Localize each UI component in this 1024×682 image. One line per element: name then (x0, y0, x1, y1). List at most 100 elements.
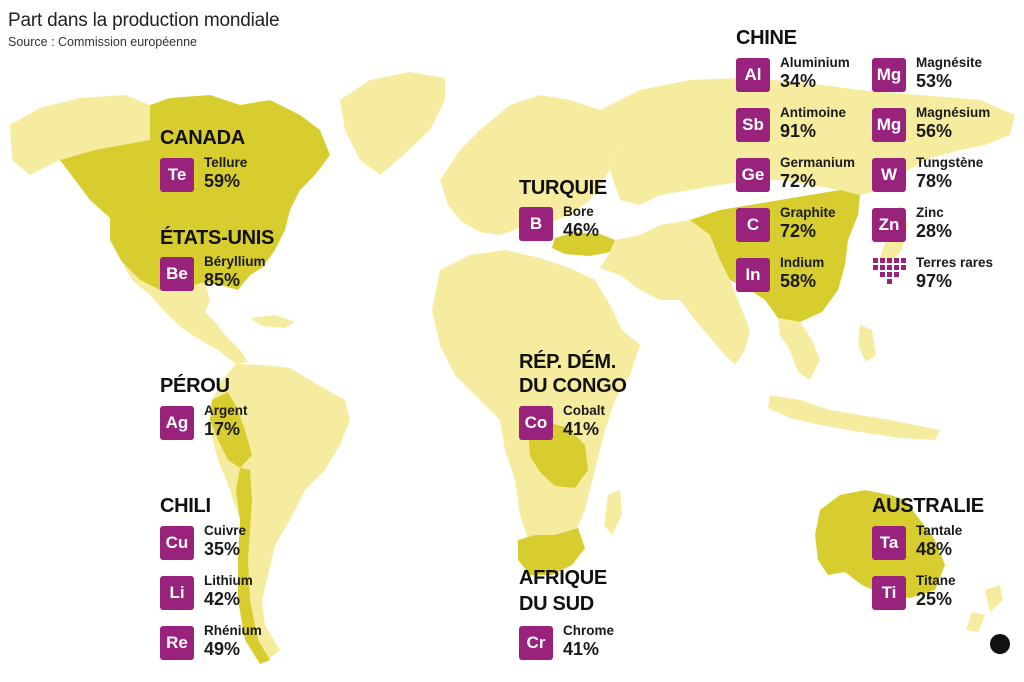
country-label-drc-line1: RÉP. DÉM. (519, 351, 616, 373)
element-name: Béryllium (204, 254, 266, 269)
element-symbol: Te (160, 158, 194, 192)
element-percent: 58% (780, 271, 817, 291)
element-card-al: Al Aluminium 34% (736, 55, 866, 92)
element-card-cr: Cr Chrome 41% (519, 623, 649, 660)
new-zealand (966, 585, 1003, 632)
element-name: Antimoine (780, 105, 846, 120)
element-percent: 59% (204, 171, 241, 191)
element-name: Germanium (780, 155, 856, 170)
element-name: Lithium (204, 573, 253, 588)
turkey-land (552, 232, 615, 256)
element-symbol: Cu (160, 526, 194, 560)
element-symbol: Li (160, 576, 194, 610)
element-symbol: Mg (872, 108, 906, 142)
philippines (858, 325, 876, 362)
element-percent: 72% (780, 221, 817, 241)
element-card-mg-magnesium: Mg Magnésium 56% (872, 105, 1002, 142)
element-symbol: Cr (519, 626, 553, 660)
madagascar (604, 490, 622, 535)
middle-east-asia (600, 220, 750, 365)
element-percent: 48% (916, 539, 953, 559)
element-symbol: Ge (736, 158, 770, 192)
caribbean (250, 315, 295, 328)
element-name: Magnésium (916, 105, 991, 120)
element-percent: 25% (916, 589, 953, 609)
africa (432, 250, 640, 560)
element-percent: 72% (780, 171, 817, 191)
element-name: Cuivre (204, 523, 247, 538)
element-card-in: In Indium 58% (736, 255, 866, 292)
element-percent: 28% (916, 221, 953, 241)
element-name: Terres rares (916, 255, 994, 270)
element-symbol: Ta (872, 526, 906, 560)
element-card-c: C Graphite 72% (736, 205, 866, 242)
element-card-ta: Ta Tantale 48% (872, 523, 1002, 560)
element-symbol: Al (736, 58, 770, 92)
element-symbol: C (736, 208, 770, 242)
element-percent: 41% (563, 639, 600, 659)
element-name: Tellure (204, 155, 248, 170)
country-label-south-africa-line2: DU SUD (519, 593, 594, 615)
element-name: Graphite (780, 205, 836, 220)
element-card-sb: Sb Antimoine 91% (736, 105, 866, 142)
country-label-canada: CANADA (160, 127, 245, 149)
element-symbol: Sb (736, 108, 770, 142)
rare-earths-grid-icon (872, 258, 906, 292)
element-percent: 85% (204, 270, 241, 290)
element-symbol: Mg (872, 58, 906, 92)
element-card-cu: Cu Cuivre 35% (160, 523, 290, 560)
element-name: Zinc (916, 205, 944, 220)
element-card-li: Li Lithium 42% (160, 573, 290, 610)
element-percent: 91% (780, 121, 817, 141)
alaska-north (10, 95, 150, 175)
country-label-peru: PÉROU (160, 375, 230, 397)
element-card-be: Be Béryllium 85% (160, 254, 290, 291)
element-card-zn: Zn Zinc 28% (872, 205, 1002, 242)
element-percent: 41% (563, 419, 600, 439)
element-name: Argent (204, 403, 248, 418)
element-percent: 49% (204, 639, 241, 659)
indonesia (768, 395, 940, 440)
element-card-b: B Bore 46% (519, 204, 649, 241)
element-percent: 53% (916, 71, 953, 91)
element-percent: 34% (780, 71, 817, 91)
element-percent: 17% (204, 419, 241, 439)
canada-land (60, 95, 330, 222)
element-name: Rhénium (204, 623, 262, 638)
country-label-usa: ÉTATS-UNIS (160, 227, 275, 249)
peru-land (210, 392, 252, 468)
element-symbol: W (872, 158, 906, 192)
element-card-ag: Ag Argent 17% (160, 403, 290, 440)
publisher-logo (990, 634, 1010, 654)
element-symbol: Co (519, 406, 553, 440)
element-symbol: Zn (872, 208, 906, 242)
element-percent: 78% (916, 171, 953, 191)
element-name: Tungstène (916, 155, 984, 170)
element-percent: 35% (204, 539, 241, 559)
element-percent: 56% (916, 121, 953, 141)
element-card-co: Co Cobalt 41% (519, 403, 649, 440)
element-symbol: In (736, 258, 770, 292)
element-card-re: Re Rhénium 49% (160, 623, 290, 660)
country-label-australia: AUSTRALIE (872, 495, 984, 517)
element-card-mg-magnesite: Mg Magnésite 53% (872, 55, 1002, 92)
element-name: Tantale (916, 523, 963, 538)
element-symbol: Ag (160, 406, 194, 440)
element-symbol: Be (160, 257, 194, 291)
header: Part dans la production mondiale Source … (8, 10, 280, 49)
element-name: Indium (780, 255, 825, 270)
mexico-central-america (122, 262, 248, 364)
country-label-china: CHINE (736, 27, 797, 49)
element-percent: 97% (916, 271, 953, 291)
element-card-te: Te Tellure 59% (160, 155, 290, 192)
element-card-ti: Ti Titane 25% (872, 573, 1002, 610)
element-symbol: B (519, 207, 553, 241)
page-title: Part dans la production mondiale (8, 10, 280, 31)
element-name: Aluminium (780, 55, 850, 70)
element-name: Chrome (563, 623, 615, 638)
source-note: Source : Commission européenne (8, 35, 197, 49)
element-percent: 42% (204, 589, 241, 609)
country-label-turkey: TURQUIE (519, 177, 607, 199)
europe (440, 95, 620, 235)
